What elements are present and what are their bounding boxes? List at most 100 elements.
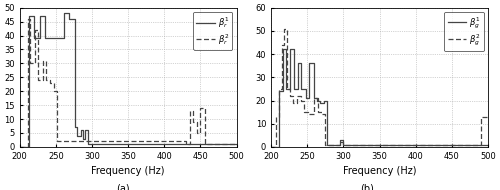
$\beta^1_g$ [298,62,304,65]
$\beta^2_g$ [279,44,285,46]
$\beta^2_g$ [290,95,296,97]
$\beta^2_g$ [273,146,279,148]
$\beta^2_r$ [40,79,46,81]
$\beta^1_g$ [280,48,285,51]
$\beta^2_g$ [308,113,314,116]
$\beta^1_r$ [82,129,88,131]
$\beta^2_g$ [336,143,342,146]
$\beta^2_g$ [308,113,314,116]
$\beta^2_g$ [315,97,321,99]
$\beta^1_g$ [306,97,312,99]
$\beta^1_r$ [37,37,43,40]
$\beta^1_r$ [26,146,32,148]
$\beta^2_r$ [198,132,203,134]
$\beta^2_g$ [315,111,321,113]
$\beta^1_r$ [72,18,78,20]
$\beta^1_g$ [298,88,304,90]
$\beta^1_g$ [302,88,308,90]
$\beta^2_r$ [202,107,208,109]
Line: $\beta^1_r$: $\beta^1_r$ [20,13,236,147]
$\beta^1_r$ [80,129,86,131]
X-axis label: Frequency (Hz): Frequency (Hz) [92,166,165,176]
$\beta^2_g$ [302,99,308,102]
$\beta^1_r$ [42,15,48,17]
$\beta^2_r$ [183,143,189,145]
$\beta^1_g$ [295,62,301,65]
$\beta^2_g$ [305,113,311,116]
$\beta^1_g$ [336,143,342,146]
$\beta^1_r$ [37,15,43,17]
$\beta^1_r$ [31,15,37,17]
$\beta^2_r$ [47,82,53,84]
$\beta^1_g$ [324,99,330,102]
X-axis label: Frequency (Hz): Frequency (Hz) [343,166,416,176]
$\beta^2_r$ [28,62,34,65]
$\beta^2_r$ [40,59,46,62]
$\beta^2_r$ [24,146,30,148]
$\beta^1_g$ [485,143,491,146]
$\beta^2_g$ [336,141,342,143]
$\beta^2_g$ [298,95,304,97]
$\beta^1_g$ [317,102,323,104]
$\beta^1_r$ [62,37,68,40]
$\beta^1_g$ [283,48,289,51]
Line: $\beta^2_g$: $\beta^2_g$ [271,28,488,147]
$\beta^1_g$ [321,99,327,102]
$\beta^1_r$ [89,143,95,145]
$\beta^2_g$ [312,113,318,116]
Line: $\beta^1_g$: $\beta^1_g$ [271,49,488,147]
$\beta^2_g$ [322,113,328,116]
$\beta^2_r$ [54,140,60,142]
$\beta^1_g$ [324,143,330,146]
$\beta^2_g$ [284,88,290,90]
$\beta^2_g$ [273,116,279,118]
$\beta^1_g$ [283,88,289,90]
$\beta^2_g$ [298,99,304,102]
$\beta^1_r$ [74,126,80,129]
$\beta^1_g$ [314,97,320,99]
$\beta^1_g$ [314,99,320,102]
$\beta^1_r$ [80,137,86,140]
$\beta^1_g$ [310,97,316,99]
$\beta^2_r$ [44,59,50,62]
$\beta^1_r$ [78,129,84,131]
$\beta^2_r$ [186,143,192,145]
$\beta^2_r$ [50,90,56,92]
$\beta^2_r$ [194,132,200,134]
$\beta^1_r$ [86,143,91,145]
$\beta^2_g$ [268,146,274,148]
Text: (a): (a) [116,184,130,190]
$\beta^1_g$ [268,146,274,148]
$\beta^2_g$ [318,111,324,113]
$\beta^2_g$ [281,44,287,46]
$\beta^2_r$ [36,79,42,81]
$\beta^2_r$ [32,29,38,31]
$\beta^2_g$ [340,143,346,146]
Text: (b): (b) [360,184,374,190]
$\beta^2_r$ [36,29,42,31]
$\beta^1_g$ [310,62,316,65]
$\beta^2_r$ [44,79,50,81]
$\beta^2_g$ [485,116,491,118]
$\beta^2_g$ [305,111,311,113]
$\beta^1_g$ [302,97,308,99]
$\beta^1_g$ [291,48,297,51]
$\beta^1_r$ [26,15,32,17]
$\beta^1_r$ [42,37,48,40]
$\beta^2_g$ [287,88,293,90]
$\beta^1_r$ [234,143,239,145]
$\beta^1_r$ [86,129,91,131]
$\beta^2_r$ [183,140,189,142]
Line: $\beta^2_r$: $\beta^2_r$ [20,19,236,147]
$\beta^2_g$ [340,141,346,143]
$\beta^1_g$ [317,99,323,102]
$\beta^2_g$ [276,88,282,90]
$\beta^1_r$ [66,12,72,14]
$\beta^1_g$ [295,88,301,90]
$\beta^2_g$ [478,116,484,118]
$\beta^1_g$ [321,102,327,104]
$\beta^1_g$ [280,90,285,92]
$\beta^2_r$ [24,18,30,20]
$\beta^1_g$ [287,88,293,90]
Legend: $\beta^1_g$, $\beta^2_g$: $\beta^1_g$, $\beta^2_g$ [444,12,484,51]
